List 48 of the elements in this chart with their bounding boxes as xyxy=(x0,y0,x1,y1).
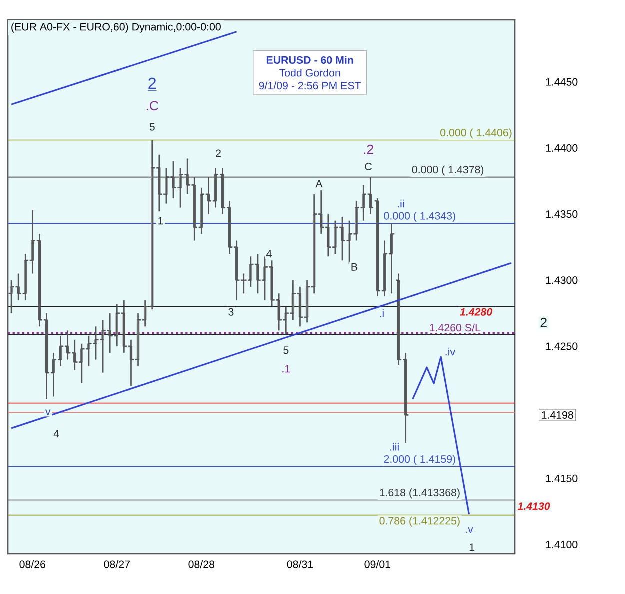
annotation: .2 xyxy=(364,144,374,154)
annotation: A xyxy=(316,180,323,188)
annotation: .iii xyxy=(390,443,399,451)
ref-line-label: 1.4260 S/L xyxy=(430,324,481,332)
annotation: 4 xyxy=(266,250,272,258)
y-tick-label: 1.4450 xyxy=(546,78,578,86)
ref-line-label: 0.000 ( 1.4343) xyxy=(384,212,456,222)
x-tick-label: 08/27 xyxy=(104,560,130,568)
annotation: .v xyxy=(466,527,474,534)
annotation: B xyxy=(352,264,358,271)
x-tick-label: 08/26 xyxy=(20,560,46,568)
annotation: v xyxy=(46,410,51,416)
text: EURUSD - 60 Min xyxy=(266,56,354,64)
annotation: .iv xyxy=(446,348,456,356)
annotation: .ii xyxy=(398,200,404,208)
y-tick-label: 1.4300 xyxy=(546,276,578,284)
annotation: C xyxy=(365,162,372,170)
text: 2 xyxy=(540,318,547,328)
ref-line-label: 2.000 ( 1.4159) xyxy=(384,455,456,466)
annotation: 2 xyxy=(148,78,156,90)
text: 1.4198 xyxy=(542,411,574,419)
y-tick-label: 1.4250 xyxy=(546,342,578,350)
text: Todd Gordon xyxy=(279,68,340,77)
annotation: 2 xyxy=(216,150,221,158)
annotation: .1 xyxy=(282,365,290,373)
x-tick-label: 08/31 xyxy=(287,560,314,568)
y-tick-label: 1.4150 xyxy=(546,474,578,482)
y-tick-label: 1.4400 xyxy=(546,144,578,152)
annotation: 4 xyxy=(54,430,60,438)
annotation: 3 xyxy=(228,308,234,316)
annotation: 5 xyxy=(284,346,289,354)
annotation: 1 xyxy=(158,217,164,225)
annotation: .i xyxy=(380,310,384,318)
annotation: 9/1/09 - 2:56 PM EST xyxy=(259,82,362,90)
ref-line-label: 1.618 (1.413368) xyxy=(380,488,460,499)
y-tick-label: 1.4350 xyxy=(546,210,578,218)
annotation: .C xyxy=(146,101,159,111)
ref-line-label: 0.000 ( 1.4406) xyxy=(440,128,512,139)
ref-line-label: 0.786 (1.412225) xyxy=(380,516,460,527)
x-tick-label: 08/28 xyxy=(188,560,215,568)
annotation: (EUR A0-FX - EURO,60) Dynamic,0:00-0:00 xyxy=(12,22,221,33)
annotation: 1.4280 xyxy=(460,308,492,316)
annotation: 5 xyxy=(150,123,155,131)
ref-line-label: 0.000 ( 1.4378) xyxy=(412,166,484,176)
text: 1.4130 xyxy=(518,502,550,510)
y-tick-label: 1.4100 xyxy=(546,540,578,549)
x-tick-label: 09/01 xyxy=(364,560,391,568)
annotation: 1 xyxy=(470,544,474,552)
